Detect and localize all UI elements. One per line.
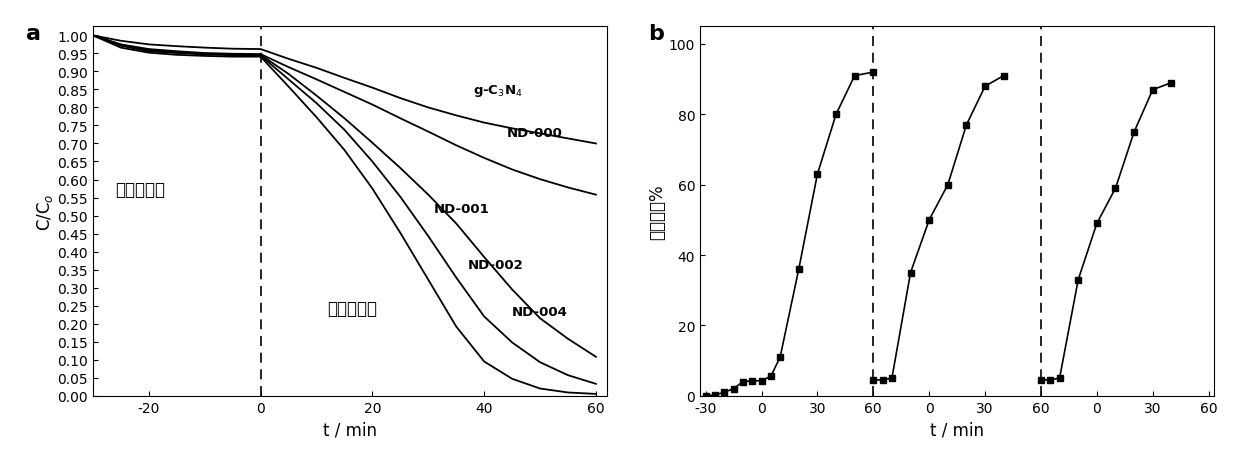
Text: g-C$_3$N$_4$: g-C$_3$N$_4$: [473, 83, 523, 99]
Text: 光如化阶段: 光如化阶段: [327, 299, 378, 317]
Text: ND-004: ND-004: [512, 305, 567, 318]
Y-axis label: C/C$_o$: C/C$_o$: [35, 193, 55, 230]
X-axis label: t / min: t / min: [323, 420, 377, 438]
Text: ND-000: ND-000: [507, 127, 563, 140]
Text: b: b: [649, 24, 664, 44]
X-axis label: t / min: t / min: [930, 420, 984, 438]
Text: 暗吸附阶段: 暗吸附阶段: [115, 181, 165, 198]
Text: ND-002: ND-002: [467, 258, 523, 271]
Text: ND-001: ND-001: [434, 202, 489, 216]
Text: a: a: [26, 24, 41, 44]
Y-axis label: 去除率／%: 去除率／%: [648, 184, 667, 239]
